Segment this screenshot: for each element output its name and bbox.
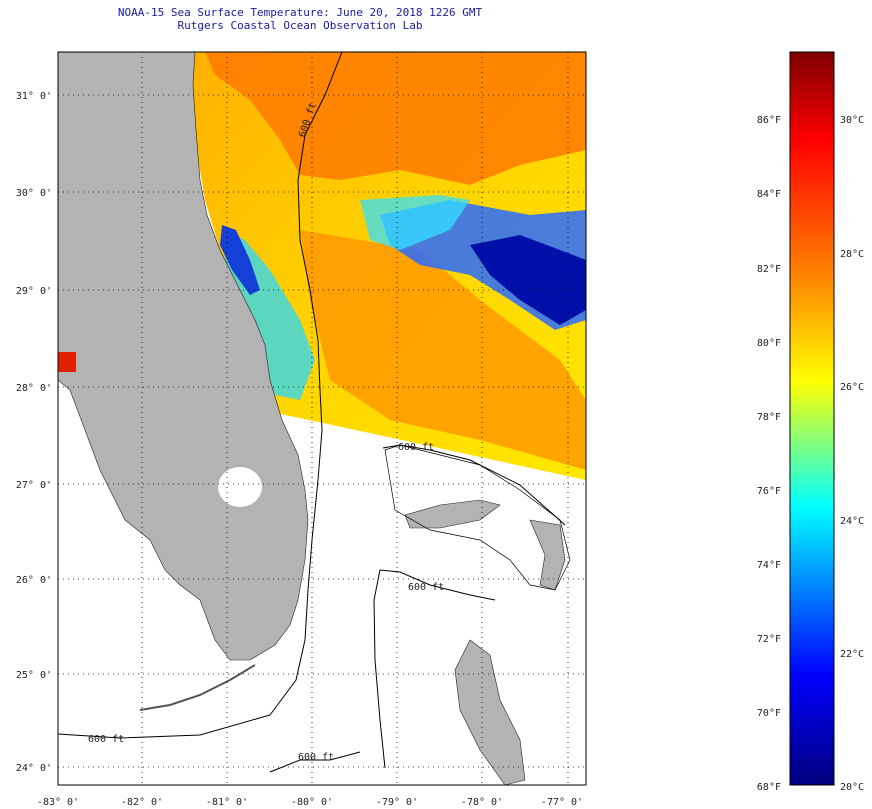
sst-warm-band-east: [300, 230, 586, 470]
contour-600ft-south: [269, 751, 361, 773]
contour-600ft-main: [58, 52, 343, 739]
lon-label: -78° 0': [461, 797, 503, 808]
contour-600ft-tongue: [373, 569, 496, 769]
colorbar-fahrenheit-labels: 86°F 84°F 82°F 80°F 78°F 76°F 74°F 72°F …: [757, 115, 781, 793]
celsius-label: 22°C: [840, 649, 864, 660]
celsius-label: 20°C: [840, 782, 864, 793]
fahrenheit-label: 86°F: [757, 115, 781, 126]
fahrenheit-label: 76°F: [757, 486, 781, 497]
lon-label: -83° 0': [37, 797, 79, 808]
fahrenheit-label: 82°F: [757, 264, 781, 275]
sst-warm-band: [205, 52, 586, 185]
lat-label: 30° 0': [16, 188, 52, 199]
celsius-label: 30°C: [840, 115, 864, 126]
fahrenheit-label: 70°F: [757, 708, 781, 719]
lat-label: 27° 0': [16, 480, 52, 491]
lon-label: -80° 0': [291, 797, 333, 808]
lat-label: 26° 0': [16, 575, 52, 586]
fahrenheit-label: 72°F: [757, 634, 781, 645]
fahrenheit-label: 84°F: [757, 189, 781, 200]
lon-label: -79° 0': [376, 797, 418, 808]
fahrenheit-label: 78°F: [757, 412, 781, 423]
map-subtitle: Rutgers Coastal Ocean Observation Lab: [177, 19, 423, 32]
hot-spot: [58, 352, 76, 372]
lat-label: 28° 0': [16, 383, 52, 394]
contour-label: 600 ft: [88, 734, 124, 745]
lat-label: 25° 0': [16, 670, 52, 681]
fahrenheit-label: 68°F: [757, 782, 781, 793]
contour-label: 600 ft: [298, 752, 334, 763]
gulf-coast-land: [58, 270, 72, 355]
colorbar-celsius-labels: 30°C 28°C 26°C 24°C 22°C 20°C: [840, 115, 864, 793]
grand-bahama: [404, 499, 501, 529]
sst-cold-core: [470, 235, 586, 325]
sst-cyan-band: [360, 195, 470, 250]
celsius-label: 26°C: [840, 382, 864, 393]
sst-coastal-blue-spot: [220, 225, 260, 295]
bahamas-bank-outline: [384, 444, 571, 591]
celsius-label: 24°C: [840, 516, 864, 527]
celsius-label: 28°C: [840, 249, 864, 260]
lat-lon-grid: [58, 52, 586, 785]
colorbar: [789, 51, 835, 786]
lon-label: -82° 0': [121, 797, 163, 808]
lake-okeechobee: [218, 467, 262, 507]
lat-label: 31° 0': [16, 91, 52, 102]
contour-600ft-bahamas: [382, 444, 566, 526]
latitude-labels: 31° 0' 30° 0' 29° 0' 28° 0' 27° 0' 26° 0…: [16, 91, 52, 774]
longitude-labels: -83° 0' -82° 0' -81° 0' -80° 0' -79° 0' …: [37, 797, 583, 808]
contour-label: 600 ft: [398, 442, 434, 453]
lon-label: -77° 0': [541, 797, 583, 808]
lat-label: 24° 0': [16, 763, 52, 774]
andros-island: [454, 639, 526, 785]
map-title: NOAA-15 Sea Surface Temperature: June 20…: [117, 6, 483, 19]
lat-label: 29° 0': [16, 286, 52, 297]
florida-keys: [139, 664, 256, 711]
map-frame: [57, 51, 587, 786]
contour-label: 600 ft: [408, 582, 444, 593]
florida-land: [58, 52, 309, 661]
fahrenheit-label: 80°F: [757, 338, 781, 349]
lon-label: -81° 0': [206, 797, 248, 808]
fahrenheit-label: 74°F: [757, 560, 781, 571]
